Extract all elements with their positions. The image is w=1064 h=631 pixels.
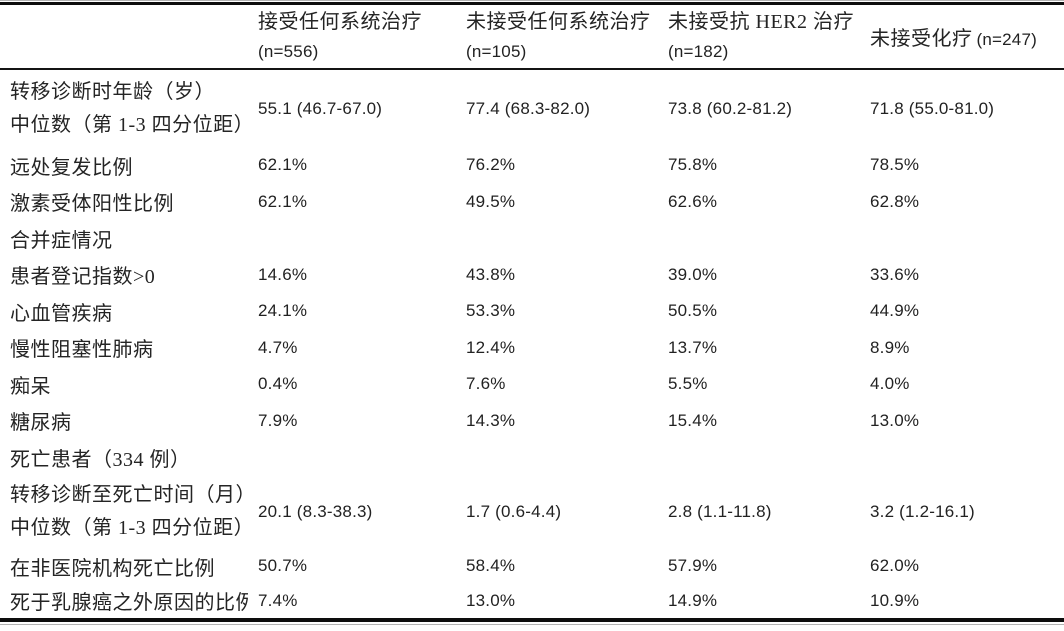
- value-cell: 8.9%: [870, 337, 910, 357]
- value-cell: 24.1%: [258, 301, 308, 321]
- value-cell: 62.1%: [258, 155, 308, 175]
- section-row-deceased-patients: 死亡患者（334 例）: [0, 439, 1064, 476]
- table-row-copd: 慢性阻塞性肺病 4.7% 12.4% 13.7% 8.9%: [0, 330, 1064, 367]
- value-cell: 75.8%: [668, 155, 718, 175]
- value-cell: 49.5%: [466, 191, 516, 211]
- table-row-hormone-receptor-positive: 激素受体阳性比例 62.1% 49.5% 62.6% 62.8%: [0, 184, 1064, 221]
- value-cell: 62.6%: [668, 191, 718, 211]
- value-cell: 4.0%: [870, 374, 910, 394]
- column-header-label: 接受任何系统治疗: [258, 10, 422, 33]
- value-cell: 7.6%: [466, 374, 506, 394]
- value-cell: 20.1 (8.3-38.3): [258, 502, 373, 521]
- row-label: 痴呆: [10, 375, 51, 398]
- characteristics-table: 接受任何系统治疗 (n=556) 未接受任何系统治疗 (n=105) 未接受抗 …: [0, 5, 1064, 618]
- value-cell: 44.9%: [870, 301, 920, 321]
- table-row-diabetes: 糖尿病 7.9% 14.3% 15.4% 13.0%: [0, 403, 1064, 440]
- column-header-no-anti-her2: 未接受抗 HER2 治疗 (n=182): [658, 5, 860, 69]
- value-cell: 76.2%: [466, 155, 516, 175]
- value-cell: 50.5%: [668, 301, 718, 321]
- column-header-any-systemic: 接受任何系统治疗 (n=556): [248, 5, 456, 69]
- value-cell: 5.5%: [668, 374, 708, 394]
- value-cell: 13.0%: [466, 590, 516, 610]
- value-cell: 50.7%: [258, 556, 308, 575]
- header-row: 接受任何系统治疗 (n=556) 未接受任何系统治疗 (n=105) 未接受抗 …: [0, 5, 1064, 69]
- value-cell: 77.4 (68.3-82.0): [466, 98, 591, 118]
- column-header-n: (n=105): [466, 41, 527, 61]
- column-header-n: (n=556): [258, 41, 319, 61]
- value-cell: 7.4%: [258, 590, 298, 610]
- row-label: 远处复发比例: [10, 156, 133, 179]
- value-cell: 62.1%: [258, 191, 308, 211]
- column-header-label: 未接受化疗: [870, 28, 973, 50]
- value-cell: 71.8 (55.0-81.0): [870, 98, 995, 118]
- column-header-n: (n=182): [668, 41, 729, 61]
- table-row-dementia: 痴呆 0.4% 7.6% 5.5% 4.0%: [0, 366, 1064, 403]
- row-label-line1: 转移诊断至死亡时间（月）: [10, 484, 248, 506]
- section-row-comorbidities: 合并症情况: [0, 220, 1064, 257]
- table-top-thick-rule: [0, 2, 1064, 5]
- row-label: 死于乳腺癌之外原因的比例: [10, 592, 248, 614]
- value-cell: 55.1 (46.7-67.0): [258, 98, 383, 118]
- value-cell: 3.2 (1.2-16.1): [870, 502, 975, 521]
- table-row-time-to-death: 转移诊断至死亡时间（月） 中位数（第 1-3 四分位距） 20.1 (8.3-3…: [0, 476, 1064, 549]
- value-cell: 14.6%: [258, 264, 308, 284]
- row-label: 转移诊断至死亡时间（月） 中位数（第 1-3 四分位距）: [0, 476, 248, 549]
- table-row-death-outside-hospital: 在非医院机构死亡比例 50.7% 58.4% 57.9% 62.0%: [0, 549, 1064, 584]
- value-cell: 12.4%: [466, 337, 516, 357]
- row-label: 转移诊断时年龄（岁） 中位数（第 1-3 四分位距）: [0, 69, 248, 147]
- section-label: 合并症情况: [10, 229, 113, 252]
- table-row-age-at-diagnosis: 转移诊断时年龄（岁） 中位数（第 1-3 四分位距） 55.1 (46.7-67…: [0, 69, 1064, 147]
- value-cell: 78.5%: [870, 155, 920, 175]
- table-row-cardiovascular: 心血管疾病 24.1% 53.3% 50.5% 44.9%: [0, 293, 1064, 330]
- column-header-label: 未接受抗 HER2 治疗: [668, 10, 854, 33]
- table-bottom-thick-rule: [0, 617, 1064, 622]
- row-label: 糖尿病: [10, 412, 72, 435]
- value-cell: 73.8 (60.2-81.2): [668, 98, 793, 118]
- value-cell: 13.0%: [870, 410, 920, 430]
- column-header-label: 未接受任何系统治疗: [466, 10, 651, 33]
- value-cell: 1.7 (0.6-4.4): [466, 502, 562, 521]
- column-header-no-systemic: 未接受任何系统治疗 (n=105): [456, 5, 658, 69]
- table-row-death-other-causes: 死于乳腺癌之外原因的比例 7.4% 13.0% 14.9% 10.9%: [0, 584, 1064, 618]
- table-row-registry-index: 患者登记指数>0 14.6% 43.8% 39.0% 33.6%: [0, 257, 1064, 294]
- row-label: 患者登记指数>0: [10, 266, 156, 289]
- row-label-line2: 中位数（第 1-3 四分位距）: [10, 517, 248, 539]
- value-cell: 53.3%: [466, 301, 516, 321]
- value-cell: 14.9%: [668, 590, 718, 610]
- row-label: 慢性阻塞性肺病: [10, 339, 154, 362]
- value-cell: 57.9%: [668, 556, 718, 575]
- value-cell: 33.6%: [870, 264, 920, 284]
- value-cell: 7.9%: [258, 410, 298, 430]
- row-label-line1: 转移诊断时年龄（岁）: [10, 80, 215, 103]
- row-label: 在非医院机构死亡比例: [10, 557, 215, 580]
- value-cell: 2.8 (1.1-11.8): [668, 502, 772, 521]
- value-cell: 10.9%: [870, 590, 920, 610]
- value-cell: 4.7%: [258, 337, 298, 357]
- value-cell: 58.4%: [466, 556, 516, 575]
- value-cell: 15.4%: [668, 410, 718, 430]
- row-label: 心血管疾病: [10, 302, 113, 325]
- section-label: 死亡患者（334 例）: [10, 448, 191, 471]
- row-label: 激素受体阳性比例: [10, 193, 174, 216]
- value-cell: 39.0%: [668, 264, 718, 284]
- value-cell: 13.7%: [668, 337, 718, 357]
- value-cell: 62.0%: [870, 556, 920, 575]
- row-label-line2: 中位数（第 1-3 四分位距）: [10, 113, 248, 136]
- column-header-n: (n=247): [976, 30, 1037, 49]
- empty-corner-cell: [0, 5, 248, 69]
- table-top-thin-rule: [0, 0, 1064, 1]
- value-cell: 0.4%: [258, 374, 298, 394]
- column-header-no-chemo: 未接受化疗 (n=247): [860, 5, 1064, 69]
- table-bottom-thin-rule: [0, 623, 1064, 625]
- value-cell: 43.8%: [466, 264, 516, 284]
- table-row-distant-recurrence: 远处复发比例 62.1% 76.2% 75.8% 78.5%: [0, 147, 1064, 184]
- value-cell: 62.8%: [870, 191, 920, 211]
- value-cell: 14.3%: [466, 410, 516, 430]
